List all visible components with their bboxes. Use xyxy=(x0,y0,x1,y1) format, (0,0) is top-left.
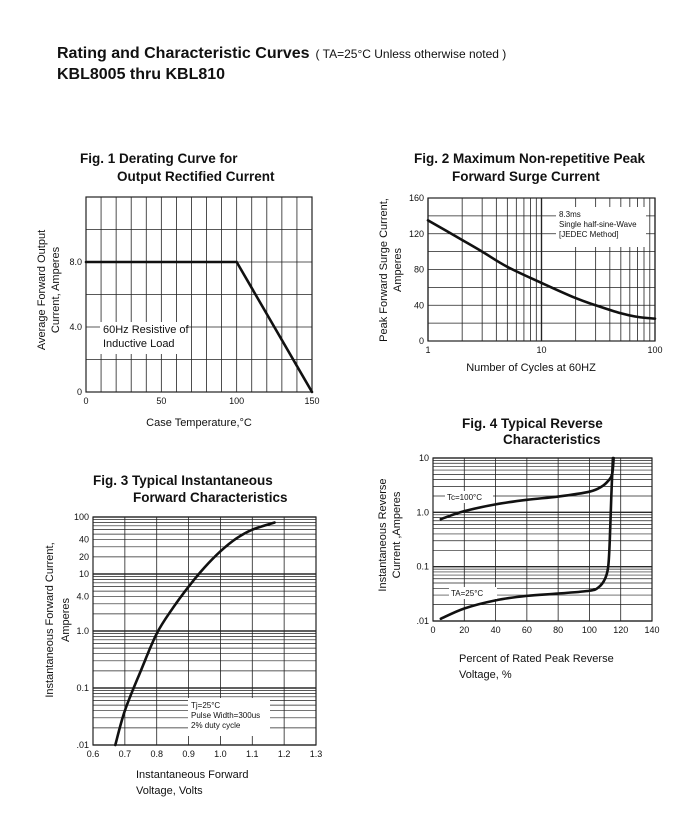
annotation-text: Single half-sine-Wave xyxy=(559,220,637,229)
y-axis-label: Instantaneous Reverse xyxy=(377,478,389,591)
x-tick-label: 140 xyxy=(644,625,659,635)
y-tick-label: 10 xyxy=(419,453,429,463)
x-tick-label: 120 xyxy=(613,625,628,635)
annotation-text: [JEDEC Method] xyxy=(559,230,619,239)
y-tick-label: 80 xyxy=(414,265,424,275)
y-tick-label: 40 xyxy=(414,300,424,310)
annotation-text: Inductive Load xyxy=(103,338,175,350)
series-label-bg xyxy=(445,491,493,503)
y-tick-label: 100 xyxy=(74,512,89,522)
chart-title: Forward Surge Current xyxy=(452,169,600,184)
chart-title: Characteristics xyxy=(503,432,601,447)
x-tick-label: 1.0 xyxy=(214,749,227,759)
chart-title: Output Rectified Current xyxy=(117,169,275,184)
x-tick-label: 150 xyxy=(304,396,319,406)
chart-title: Forward Characteristics xyxy=(133,490,288,505)
series-curve xyxy=(439,456,615,621)
y-tick-label: 1.0 xyxy=(76,626,89,636)
series-curve xyxy=(439,456,615,521)
y-tick-label: 120 xyxy=(409,229,424,239)
x-tick-label: 1.1 xyxy=(246,749,259,759)
y-tick-label: 160 xyxy=(409,193,424,203)
y-axis-label: Average Forward Output xyxy=(36,230,48,350)
y-tick-label: 8.0 xyxy=(69,257,82,267)
y-tick-label: .01 xyxy=(416,616,429,626)
plot-frame xyxy=(85,196,313,393)
annotation-box xyxy=(556,207,646,247)
x-tick-label: 1 xyxy=(425,345,430,355)
x-axis-label: Number of Cycles at 60HZ xyxy=(466,362,596,374)
x-tick-label: 0.6 xyxy=(87,749,100,759)
x-tick-label: 60 xyxy=(522,625,532,635)
annotation-text: 60Hz Resistive of xyxy=(103,324,190,336)
y-tick-label: 4.0 xyxy=(69,322,82,332)
y-axis-label: Instantaneous Forward Current, xyxy=(44,542,56,697)
x-tick-label: 1.2 xyxy=(278,749,291,759)
series-label-bg xyxy=(449,587,497,599)
header-models: KBL8005 thru KBL810 xyxy=(57,66,225,83)
x-tick-label: 40 xyxy=(491,625,501,635)
x-tick-label: 0.7 xyxy=(119,749,132,759)
header-condition: ( TA=25°C Unless otherwise noted ) xyxy=(316,47,507,61)
x-axis-label: Voltage, Volts xyxy=(136,785,203,797)
annotation-box xyxy=(188,698,270,736)
y-tick-label: .01 xyxy=(76,740,89,750)
series-curve xyxy=(114,521,276,747)
annotation-box xyxy=(100,322,186,354)
chart-2: 1 10 100 0 40 80 120 160 Fig. 2 Maximum Non-repe… xyxy=(378,151,663,374)
x-tick-label: 100 xyxy=(229,396,244,406)
y-axis-label: Amperes xyxy=(60,597,72,642)
y-axis-label: Current, Amperes xyxy=(50,246,62,333)
y-tick-label: 0.1 xyxy=(416,562,429,572)
chart-4: 0 20 40 60 80 100 120 140 .01 0.1 1.0 10 Fig. 4 Typi… xyxy=(377,416,660,681)
x-tick-label: 80 xyxy=(553,625,563,635)
header-title: Rating and Characteristic Curves ( TA=25°… xyxy=(57,45,506,62)
x-tick-label: 0.8 xyxy=(150,749,163,759)
annotation-text: 2% duty cycle xyxy=(191,721,241,730)
x-axis-label: Case Temperature,°C xyxy=(146,417,252,429)
y-tick-label: 0 xyxy=(419,336,424,346)
y-tick-label: 1.0 xyxy=(416,507,429,517)
x-axis-label: Instantaneous Forward xyxy=(136,769,249,781)
x-tick-label: 0.9 xyxy=(182,749,195,759)
series-label: TA=25°C xyxy=(451,589,483,598)
x-tick-label: 1.3 xyxy=(310,749,323,759)
annotation-text: Tj=25°C xyxy=(191,701,220,710)
annotation-text: Pulse Width=300us xyxy=(191,711,260,720)
x-tick-label: 10 xyxy=(536,345,546,355)
chart-title: Fig. 3 Typical Instantaneous xyxy=(93,473,273,488)
chart-title: Fig. 4 Typical Reverse xyxy=(462,416,603,431)
y-tick-label: 40 xyxy=(79,535,89,545)
x-tick-label: 20 xyxy=(459,625,469,635)
y-tick-label: 4.0 xyxy=(76,592,89,602)
y-axis-label: Amperes xyxy=(392,247,404,292)
plot-frame xyxy=(427,197,656,342)
x-axis-label: Voltage, % xyxy=(459,669,512,681)
plot-frame xyxy=(432,457,653,622)
series-label: Tc=100°C xyxy=(447,493,482,502)
x-tick-label: 0 xyxy=(430,625,435,635)
y-tick-label: 20 xyxy=(79,552,89,562)
chart-3: 0.6 0.7 0.8 0.9 1.0 1.1 1.2 1.3 .01 0.1 1.0 4.0 10 20… xyxy=(44,473,322,797)
series-curve xyxy=(426,219,657,320)
chart-1: 0 50 100 150 0 4.0 8.0 Fig. 1 Derating Curve fo… xyxy=(36,151,320,429)
annotation-text: 8.3ms xyxy=(559,210,581,219)
chart-title: Fig. 2 Maximum Non-repetitive Peak xyxy=(414,151,646,166)
x-tick-label: 50 xyxy=(156,396,166,406)
y-tick-label: 10 xyxy=(79,569,89,579)
x-tick-label: 0 xyxy=(83,396,88,406)
chart-title: Fig. 1 Derating Curve for xyxy=(80,151,238,166)
y-tick-label: 0 xyxy=(77,387,82,397)
plot-frame xyxy=(92,516,317,746)
y-tick-label: 0.1 xyxy=(76,683,89,693)
x-tick-label: 100 xyxy=(582,625,597,635)
x-tick-label: 100 xyxy=(647,345,662,355)
x-axis-label: Percent of Rated Peak Reverse xyxy=(459,653,614,665)
y-axis-label: Peak Forward Surge Current, xyxy=(378,198,390,342)
header-title-text: Rating and Characteristic Curves xyxy=(57,45,310,62)
series-curve xyxy=(84,260,314,394)
y-axis-label: Current ,Amperes xyxy=(391,491,403,578)
